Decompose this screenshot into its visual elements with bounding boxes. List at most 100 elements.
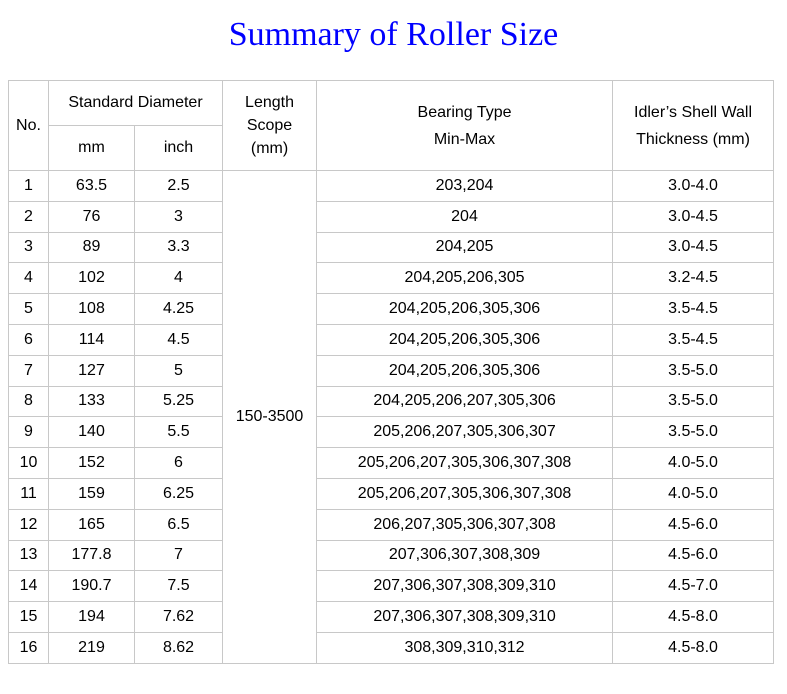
table-row: 14 190.7 7.5 207,306,307,308,309,310 4.5-7.0 <box>8 570 775 603</box>
row-no: 3 <box>8 231 49 264</box>
header-inch: inch <box>133 125 224 171</box>
diameter-inch-value: 7.62 <box>133 601 224 633</box>
shell-wall-thickness-value: 3.5-4.5 <box>612 293 775 325</box>
header-shell-wall-thickness: Idler’s Shell Wall Thickness (mm) <box>612 80 775 171</box>
diameter-mm-value: 140 <box>48 416 135 449</box>
row-no: 2 <box>8 200 49 233</box>
shell-wall-thickness-value: 4.0-5.0 <box>612 447 775 479</box>
diameter-inch-value: 2.5 <box>133 170 224 202</box>
shell-wall-thickness-value: 3.5-4.5 <box>612 323 775 356</box>
diameter-mm-value: 127 <box>48 354 135 387</box>
diameter-mm-value: 89 <box>48 231 135 264</box>
header-length-scope-line3: (mm) <box>250 140 289 157</box>
diameter-mm-value: 63.5 <box>48 170 135 202</box>
row-no: 7 <box>8 354 49 387</box>
bearing-type-value: 205,206,207,305,306,307 <box>316 416 614 449</box>
shell-wall-thickness-value: 3.5-5.0 <box>612 385 775 418</box>
bearing-type-value: 205,206,207,305,306,307,308 <box>316 477 614 510</box>
bearing-type-value: 207,306,307,308,309 <box>316 539 614 572</box>
shell-wall-thickness-value: 4.5-8.0 <box>612 601 775 633</box>
bearing-type-value: 205,206,207,305,306,307,308 <box>316 447 614 479</box>
row-no: 16 <box>8 631 49 664</box>
table-body: 1 63.5 2.5 150-3500 203,204 3.0-4.0 2 76 3 204 3.0… <box>8 170 775 664</box>
diameter-mm-value: 159 <box>48 477 135 510</box>
table-row: 15 194 7.62 207,306,307,308,309,310 4.5-8.0 <box>8 601 775 633</box>
table-row: 10 152 6 205,206,207,305,306,307,308 4.0-5.0 <box>8 447 775 479</box>
table-row: 4 102 4 204,205,206,305 3.2-4.5 <box>8 262 775 295</box>
bearing-type-value: 204,205,206,207,305,306 <box>316 385 614 418</box>
diameter-mm-value: 76 <box>48 200 135 233</box>
diameter-mm-value: 133 <box>48 385 135 418</box>
shell-wall-thickness-value: 3.2-4.5 <box>612 262 775 295</box>
table-row: 1 63.5 2.5 150-3500 203,204 3.0-4.0 <box>8 170 775 664</box>
table-row: 8 133 5.25 204,205,206,207,305,306 3.5-5.0 <box>8 385 775 418</box>
diameter-mm-value: 108 <box>48 293 135 325</box>
row-no: 10 <box>8 447 49 479</box>
row-no: 14 <box>8 570 49 603</box>
table-row: 5 108 4.25 204,205,206,305,306 3.5-4.5 <box>8 293 775 325</box>
diameter-inch-value: 3 <box>133 200 224 233</box>
diameter-mm-value: 194 <box>48 601 135 633</box>
diameter-inch-value: 4.25 <box>133 293 224 325</box>
shell-wall-thickness-value: 3.0-4.5 <box>612 231 775 264</box>
diameter-inch-value: 5.25 <box>133 385 224 418</box>
shell-wall-thickness-value: 3.0-4.0 <box>612 170 775 202</box>
diameter-inch-value: 8.62 <box>133 631 224 664</box>
bearing-type-value: 204,205 <box>316 231 614 264</box>
table-row: 2 76 3 204 3.0-4.5 <box>8 200 775 233</box>
header-length-scope: Length Scope (mm) <box>222 80 318 171</box>
row-no: 1 <box>8 170 49 202</box>
diameter-mm-value: 114 <box>48 323 135 356</box>
diameter-inch-value: 7 <box>133 539 224 572</box>
header-length-scope-line2: Scope <box>246 117 293 134</box>
shell-wall-thickness-value: 3.0-4.5 <box>612 200 775 233</box>
bearing-type-value: 204,205,206,305,306 <box>316 354 614 387</box>
table-header: No. Standard Diameter Length Scope (mm) … <box>8 80 775 171</box>
diameter-inch-value: 6.5 <box>133 508 224 541</box>
row-no: 13 <box>8 539 49 572</box>
row-no: 8 <box>8 385 49 418</box>
diameter-mm-value: 165 <box>48 508 135 541</box>
length-scope-value: 150-3500 <box>222 170 318 664</box>
bearing-type-value: 308,309,310,312 <box>316 631 614 664</box>
header-standard-diameter: Standard Diameter <box>47 80 224 126</box>
header-row-1: No. Standard Diameter Length Scope (mm) … <box>8 80 775 171</box>
diameter-mm-value: 190.7 <box>48 570 135 603</box>
shell-wall-thickness-value: 4.5-8.0 <box>612 631 775 664</box>
header-bearing-type-line1: Bearing Type <box>417 103 512 121</box>
table-row: 3 89 3.3 204,205 3.0-4.5 <box>8 231 775 264</box>
row-no: 6 <box>8 323 49 356</box>
diameter-inch-value: 6.25 <box>133 477 224 510</box>
bearing-type-value: 204,205,206,305 <box>316 262 614 295</box>
row-no: 9 <box>8 416 49 449</box>
diameter-inch-value: 7.5 <box>133 570 224 603</box>
header-bearing-type: Bearing Type Min-Max <box>316 80 614 171</box>
diameter-inch-value: 4 <box>133 262 224 295</box>
table-row: 9 140 5.5 205,206,207,305,306,307 3.5-5.0 <box>8 416 775 449</box>
bearing-type-value: 204,205,206,305,306 <box>316 323 614 356</box>
bearing-type-value: 206,207,305,306,307,308 <box>316 508 614 541</box>
shell-wall-thickness-value: 4.5-6.0 <box>612 508 775 541</box>
diameter-inch-value: 5 <box>133 354 224 387</box>
table-row: 7 127 5 204,205,206,305,306 3.5-5.0 <box>8 354 775 387</box>
shell-wall-thickness-value: 4.0-5.0 <box>612 477 775 510</box>
shell-wall-thickness-value: 3.5-5.0 <box>612 354 775 387</box>
bearing-type-value: 203,204 <box>316 170 614 202</box>
diameter-mm-value: 219 <box>48 631 135 664</box>
bearing-type-value: 207,306,307,308,309,310 <box>316 601 614 633</box>
header-shell-wall-line1: Idler’s Shell Wall <box>634 103 752 121</box>
header-row-2: mm inch <box>9 125 774 171</box>
bearing-type-value: 204 <box>316 200 614 233</box>
shell-wall-thickness-value: 3.5-5.0 <box>612 416 775 449</box>
table-row: 11 159 6.25 205,206,207,305,306,307,308 4.0-… <box>8 477 775 510</box>
diameter-inch-value: 5.5 <box>133 416 224 449</box>
diameter-inch-value: 4.5 <box>133 323 224 356</box>
bearing-type-value: 204,205,206,305,306 <box>316 293 614 325</box>
header-shell-wall-line2: Thickness (mm) <box>636 130 750 148</box>
table-row: 16 219 8.62 308,309,310,312 4.5-8.0 <box>8 631 775 664</box>
shell-wall-thickness-value: 4.5-6.0 <box>612 539 775 572</box>
header-bearing-type-line2: Min-Max <box>433 130 496 148</box>
header-no: No. <box>8 80 49 171</box>
row-no: 15 <box>8 601 49 633</box>
table-row: 12 165 6.5 206,207,305,306,307,308 4.5-6.0 <box>8 508 775 541</box>
